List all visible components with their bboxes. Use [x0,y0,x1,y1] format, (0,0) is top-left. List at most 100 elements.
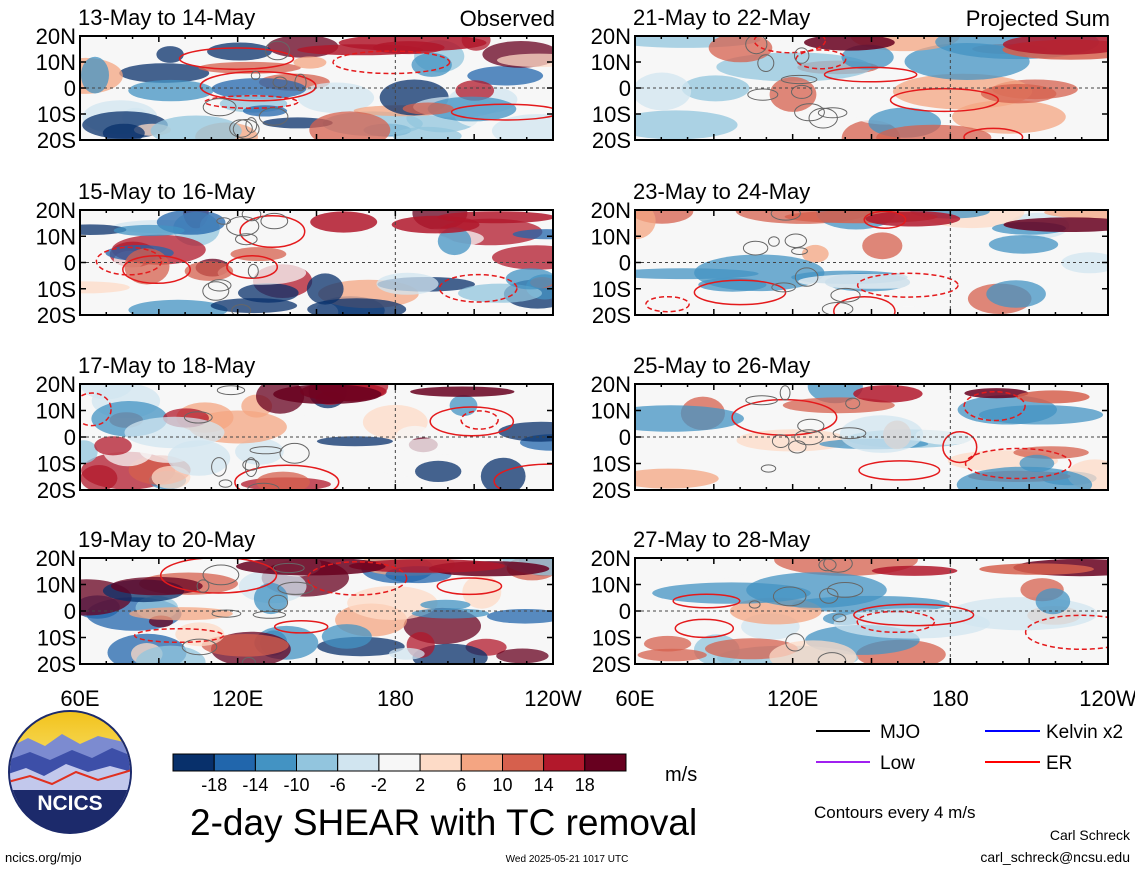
figure-title: 2-day SHEAR with TC removal [190,802,697,843]
legend: MJO Kelvin x2 Low ER Contours every 4 m/… [814,722,1123,822]
lon-tick-label: 120E [212,686,263,711]
coastline [808,107,838,129]
er-contour [332,50,451,75]
lat-tick-label: 0 [619,251,631,276]
lat-tick-label: 20N [36,372,76,397]
coastline [244,457,258,478]
panel-2: 15-May to 16-May [78,179,554,316]
lat-tick-label: 20S [592,652,631,677]
lat-tick-label: 10N [591,399,631,424]
coastline [845,397,861,410]
coastline [821,302,854,315]
lon-tick-label: 120W [524,686,582,711]
coastline [826,582,864,598]
er-contour [853,603,975,627]
legend-label-er: ER [1046,753,1072,774]
lat-tick-label: 10S [37,626,76,651]
panel-6: 23-May to 24-May [633,179,1109,316]
lon-tick-label: 60E [615,686,654,711]
er-contour [672,593,741,609]
coastline [272,562,305,574]
er-contour [693,279,787,306]
coastline [770,210,801,221]
er-contour [460,410,499,430]
colorbar-label: 6 [456,775,466,795]
er-contour [450,103,553,121]
colorbar-swatch [254,753,298,772]
panel-date-label: 15-May to 16-May [78,179,255,204]
er-contour [95,246,163,276]
lat-tick-label: 10S [592,277,631,302]
coastline [745,395,778,406]
lat-tick-label: 20N [36,24,76,49]
er-contour [239,214,306,249]
er-contour [436,577,503,596]
lon-tick-label: 60E [60,686,99,711]
coastline [830,287,861,303]
coastline [260,212,289,230]
colorbar-label: 14 [534,775,554,795]
colorbar-label: 2 [415,775,425,795]
coastline [832,427,867,440]
coastline [249,446,282,455]
lat-tick-label: 0 [64,76,76,101]
footer-author: Carl Schreck [1050,827,1131,843]
coastline [771,434,790,449]
legend-item-mjo: MJO [816,722,920,743]
colorbar-swatch [172,753,215,772]
lat-tick-label: 20N [36,198,76,223]
axes-labels: 20N10N010S20S20N10N010S20S20N10N010S20S2… [36,24,1135,711]
footer-timestamp: Wed 2025-05-21 1017 UTC [506,854,629,865]
colorbar-swatch [502,753,545,772]
units-label: m/s [665,764,697,786]
er-contour [963,127,1024,140]
lat-tick-label: 0 [64,599,76,624]
coastline [832,613,847,623]
panel-date-label: 17-May to 18-May [78,353,255,378]
footer-email[interactable]: carl_schreck@ncsu.edu [980,849,1130,865]
er-contour [823,66,918,83]
coastline [247,263,259,279]
er-contour [645,295,690,313]
coastline [183,411,213,424]
er-contour [429,406,515,437]
coastline [772,586,807,607]
er-contour [964,447,1072,480]
lat-tick-label: 10S [592,452,631,477]
coastline [202,281,230,301]
panel-date-label: 23-May to 24-May [633,179,810,204]
lon-tick-label: 120E [767,686,818,711]
colorbar-label: -18 [201,775,227,795]
lat-tick-label: 20S [37,652,76,677]
lat-tick-label: 20N [591,372,631,397]
lat-tick-label: 20S [592,478,631,503]
coastline [780,74,818,85]
er-contour [795,49,847,70]
colorbar-swatch [337,753,380,772]
lon-tick-label: 120W [1079,686,1135,711]
lon-tick-label: 180 [932,686,969,711]
coastline [250,70,261,81]
lat-tick-label: 20S [592,303,631,328]
panel-7: 25-May to 26-May [633,353,1109,491]
lat-tick-label: 20N [591,24,631,49]
coastline [211,457,227,477]
colorbar-label: 18 [575,775,595,795]
legend-item-kelvin: Kelvin x2 [985,722,1123,743]
coastline [232,119,260,140]
lat-tick-label: 10N [36,50,76,75]
panel-date-label: 19-May to 20-May [78,527,255,552]
lat-tick-label: 10S [37,452,76,477]
lat-tick-label: 0 [619,76,631,101]
panel-1: 13-May to 14-May Observed [78,5,555,141]
panel-date-label: 21-May to 22-May [633,5,810,30]
panel-8: 27-May to 28-May [633,527,1109,665]
er-contour [753,36,827,54]
er-contour [438,273,518,303]
footer-url[interactable]: ncics.org/mjo [5,850,82,865]
er-contour [856,272,959,298]
coastline [252,610,287,619]
coastline [242,459,260,471]
panel-date-label: 13-May to 14-May [78,5,255,30]
